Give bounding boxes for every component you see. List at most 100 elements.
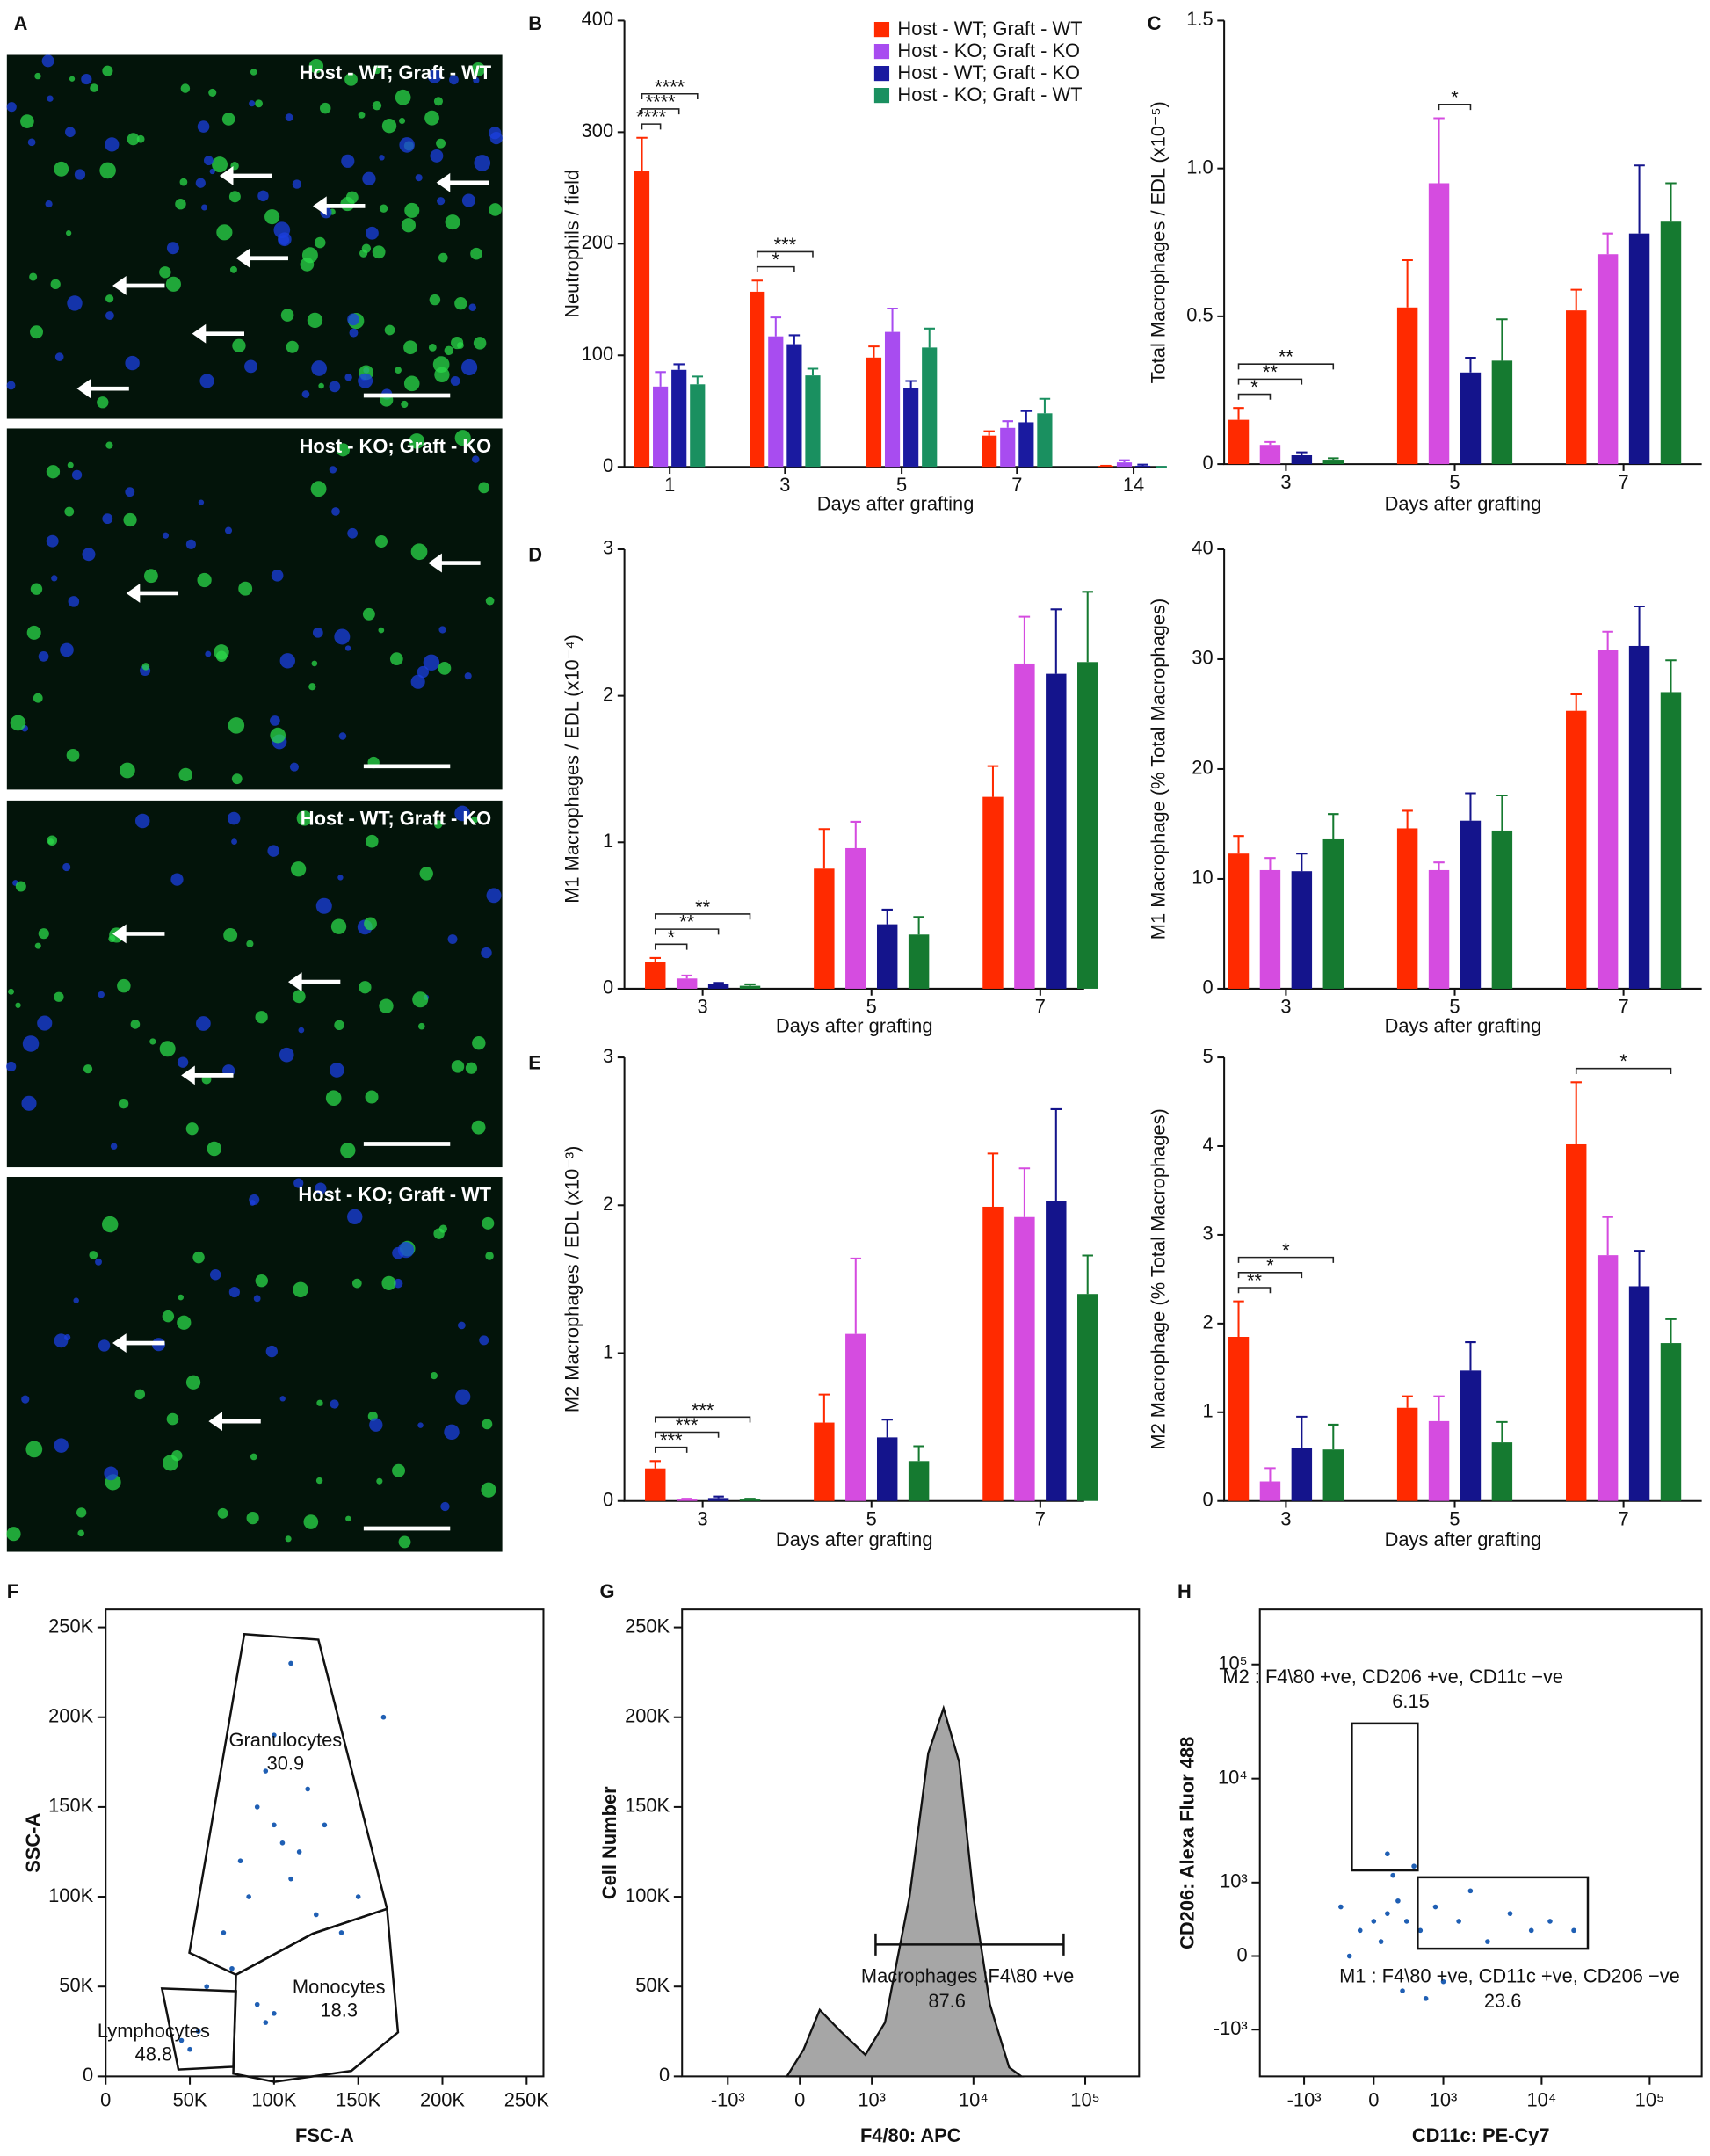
x-tick-label: 0 xyxy=(100,2088,111,2110)
y-tick-label: 300 xyxy=(582,120,613,142)
cell-stain xyxy=(478,482,490,494)
cell-stain xyxy=(292,990,306,1004)
x-tick-label: 1 xyxy=(664,474,675,496)
significance-label: ** xyxy=(1247,1270,1263,1292)
cell-stain xyxy=(185,539,196,549)
cell-stain xyxy=(232,338,246,352)
x-axis-label: F4/80: APC xyxy=(860,2124,961,2146)
cell-stain xyxy=(21,1395,30,1404)
cell-stain xyxy=(482,1419,493,1430)
error-bar xyxy=(905,380,917,388)
cell-stain xyxy=(105,441,113,449)
y-axis-label: Neutrophils / field xyxy=(562,170,583,318)
bar xyxy=(1491,830,1513,989)
cell-stain xyxy=(170,873,184,886)
cell-stain xyxy=(372,65,381,75)
error-bar xyxy=(1402,258,1413,308)
error-bar xyxy=(850,1257,862,1334)
x-tick-label: 150K xyxy=(336,2088,380,2110)
panel-letter: B xyxy=(528,12,542,34)
arrow-head xyxy=(235,248,250,268)
cell-stain xyxy=(310,481,327,497)
x-tick-label: 7 xyxy=(1619,996,1629,1018)
bar xyxy=(1014,1216,1035,1501)
cell-stain xyxy=(30,583,43,595)
cell-stain xyxy=(118,1098,129,1109)
cell-stain xyxy=(149,1038,156,1045)
error-bar xyxy=(818,1393,830,1423)
event-dot xyxy=(313,1912,319,1918)
arrow-head xyxy=(436,172,451,192)
event-dot xyxy=(288,1660,293,1666)
event-dot xyxy=(263,2020,269,2025)
cell-stain xyxy=(445,214,460,230)
cell-stain xyxy=(165,276,181,292)
y-tick-label: 10 xyxy=(1192,867,1213,889)
cell-stain xyxy=(365,834,379,848)
bar xyxy=(1428,183,1450,465)
cell-stain xyxy=(162,1455,179,1471)
cell-stain xyxy=(178,1294,185,1301)
x-tick-label: 3 xyxy=(1280,996,1291,1018)
cell-stain xyxy=(285,113,293,122)
cell-stain xyxy=(381,119,397,134)
micrograph xyxy=(6,428,503,790)
y-tick-label: 40 xyxy=(1192,537,1213,559)
cell-stain xyxy=(376,1477,383,1485)
bar xyxy=(1597,650,1619,989)
error-bar xyxy=(1402,809,1413,829)
event-dot xyxy=(296,1849,302,1855)
event-dot xyxy=(1403,1919,1409,1924)
x-tick-label: 10⁴ xyxy=(1527,2088,1557,2110)
bar xyxy=(1259,445,1281,465)
cell-stain xyxy=(315,1182,327,1194)
cell-stain xyxy=(399,137,415,153)
cell-stain xyxy=(378,627,385,634)
bar xyxy=(1291,1448,1313,1501)
error-bar xyxy=(788,334,801,345)
error-bar xyxy=(1296,1415,1308,1448)
bar xyxy=(866,357,882,468)
event-dot xyxy=(178,2037,185,2043)
cell-stain xyxy=(417,665,430,679)
cell-stain xyxy=(344,374,352,381)
cell-stain xyxy=(178,767,192,782)
x-axis-label: Days after grafting xyxy=(817,493,975,515)
cell-stain xyxy=(30,325,44,339)
error-bar xyxy=(1665,1318,1677,1344)
x-tick-label: -10³ xyxy=(711,2088,745,2110)
cell-stain xyxy=(359,249,368,258)
cell-stain xyxy=(307,312,323,329)
significance-label: * xyxy=(1250,376,1258,398)
cell-stain xyxy=(403,375,420,392)
cell-stain xyxy=(250,69,257,76)
cell-stain xyxy=(365,1090,379,1104)
panel-letter: G xyxy=(600,1580,615,1602)
y-tick-label: 400 xyxy=(582,8,613,30)
cell-stain xyxy=(10,715,26,731)
cell-stain xyxy=(436,138,446,149)
y-tick-label: 50K xyxy=(635,1974,670,1996)
cell-stain xyxy=(474,155,491,171)
cell-stain xyxy=(117,978,131,993)
cell-stain xyxy=(345,1515,351,1522)
y-tick-label: 10⁴ xyxy=(1218,1766,1248,1788)
cell-stain xyxy=(67,461,74,468)
bar xyxy=(634,171,650,468)
error-bar xyxy=(1634,1250,1645,1287)
x-tick-label: 200K xyxy=(420,2088,465,2110)
cell-stain xyxy=(379,155,385,161)
arrow-head xyxy=(112,924,127,944)
bar xyxy=(1077,662,1098,989)
x-tick-label: 10⁵ xyxy=(1070,2088,1099,2110)
cell-stain xyxy=(486,888,502,904)
error-bar xyxy=(1039,397,1051,414)
y-tick-label: 100 xyxy=(582,343,613,365)
panel-letter: A xyxy=(14,12,28,34)
cell-stain xyxy=(432,356,450,373)
y-tick-label: 10³ xyxy=(1220,1870,1248,1892)
gate-label: Granulocytes xyxy=(228,1729,342,1751)
bar xyxy=(922,347,938,468)
cell-stain xyxy=(374,535,388,548)
panel-letter: C xyxy=(1148,12,1162,34)
